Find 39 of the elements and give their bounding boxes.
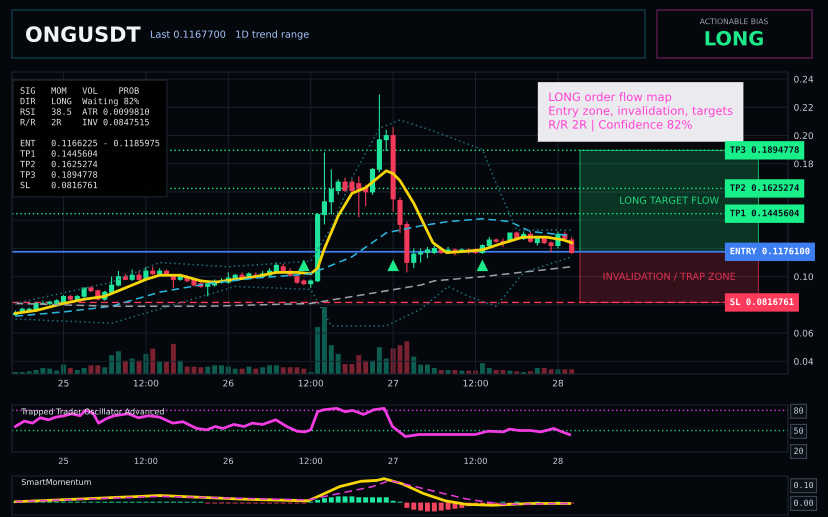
ref-line-label: ENTRY 0.1176100: [730, 248, 810, 254]
x-tick-label: 26: [223, 380, 234, 387]
chart-title: ONGUSDT: [26, 26, 141, 42]
y-tick-label: 0.20: [794, 132, 814, 140]
x-tick-label: 28: [553, 458, 563, 464]
x-tick-label: 12:00: [464, 380, 488, 387]
x-tick-label: 12:00: [134, 458, 158, 464]
x-tick-label: 27: [388, 458, 398, 464]
y-tick-label: 0.22: [794, 104, 813, 111]
x-tick-label: 12:00: [298, 380, 324, 387]
x-tick-label: 12:00: [464, 458, 487, 464]
ref-line-label: TP3 0.1894778: [730, 146, 799, 153]
y-tick-label: 0.10: [794, 273, 814, 280]
ref-line-label: TP1 0.1445604: [730, 210, 799, 216]
annotation: LONG order flow map Entry zone, invalidation, targets R/R 2R | Confidence 82%: [549, 92, 732, 132]
ref-line-label: TP2 0.1625274: [730, 184, 799, 191]
text: LONG: [706, 30, 763, 46]
y-tick-label: 50: [794, 428, 804, 434]
y-tick-label: 0.24: [794, 76, 814, 83]
x-tick-label: 28: [552, 380, 564, 387]
band-label: LONG TARGET FLOW: [620, 196, 719, 204]
x-tick-label: 25: [58, 458, 68, 464]
y-tick-label: 0.04: [794, 358, 814, 365]
y-tick-label: 0.00: [794, 500, 814, 506]
y-tick-label: 0.18: [794, 160, 814, 168]
y-tick-label: 80: [794, 407, 804, 414]
x-tick-label: 12:00: [134, 380, 158, 387]
chart-subtitle: Last 0.1167700 1D trend range: [150, 30, 309, 40]
x-tick-label: 25: [58, 380, 68, 387]
text: SIG MOM VOL PROB DIR LONG Waiting 82% RSI 38.5 ATR 0.0099810 R/R 2R INV 0.0847515 ENT 0.1166225 - 0.1185975 TP1 0.1445604 TP2 0.1625274 TP3 0.1894778 SL 0.0816761: [20, 87, 160, 188]
chart-title: SmartMomentum: [22, 478, 91, 485]
band-label: INVALIDATION / TRAP ZONE: [604, 272, 736, 281]
ref-line-label: SL 0.0816761: [730, 298, 794, 306]
y-tick-label: 20: [794, 448, 804, 454]
x-tick-label: 12:00: [300, 458, 322, 464]
y-tick-label: 0.10: [794, 482, 814, 488]
x-tick-label: 27: [388, 380, 398, 386]
x-tick-label: 26: [224, 458, 234, 464]
y-tick-label: 0.06: [794, 330, 814, 337]
